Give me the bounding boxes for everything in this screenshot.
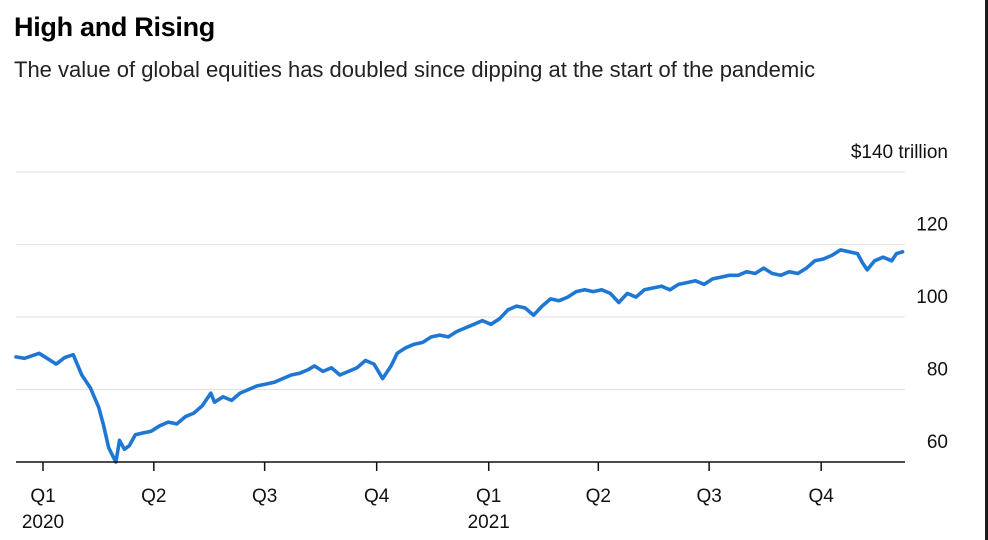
y-tick-label: 120 xyxy=(916,215,948,236)
frame-edge xyxy=(985,0,988,540)
series-lines xyxy=(14,248,905,464)
x-tick-label: Q2 xyxy=(586,486,611,507)
x-tick-label: Q1 xyxy=(476,486,501,507)
x-tick-label: Q2 xyxy=(141,486,166,507)
series-line-0 xyxy=(14,248,905,464)
x-axis: Q1 Q2 Q3 Q4 Q1 Q2 Q3 Q4 2020 2021 xyxy=(16,461,905,533)
x-tick-label: Q4 xyxy=(364,486,390,507)
y-tick-label: 100 xyxy=(916,287,948,308)
chart-title: High and Rising xyxy=(14,12,215,42)
y-tick-label: 80 xyxy=(927,360,948,381)
x-tick-label: Q4 xyxy=(808,486,834,507)
x-tick-label: Q1 xyxy=(30,486,55,507)
y-axis-tick-labels: 60 80 100 120 $140 trillion xyxy=(851,142,948,453)
y-tick-label: $140 trillion xyxy=(851,142,948,163)
x-tick-label: Q3 xyxy=(696,486,721,507)
gridlines xyxy=(16,171,905,390)
x-tick-label: Q3 xyxy=(252,486,277,507)
chart-subtitle: The value of global equities has doubled… xyxy=(14,57,816,82)
x-year-label: 2021 xyxy=(468,512,510,533)
y-tick-label: 60 xyxy=(927,432,948,453)
x-year-label: 2020 xyxy=(22,512,64,533)
